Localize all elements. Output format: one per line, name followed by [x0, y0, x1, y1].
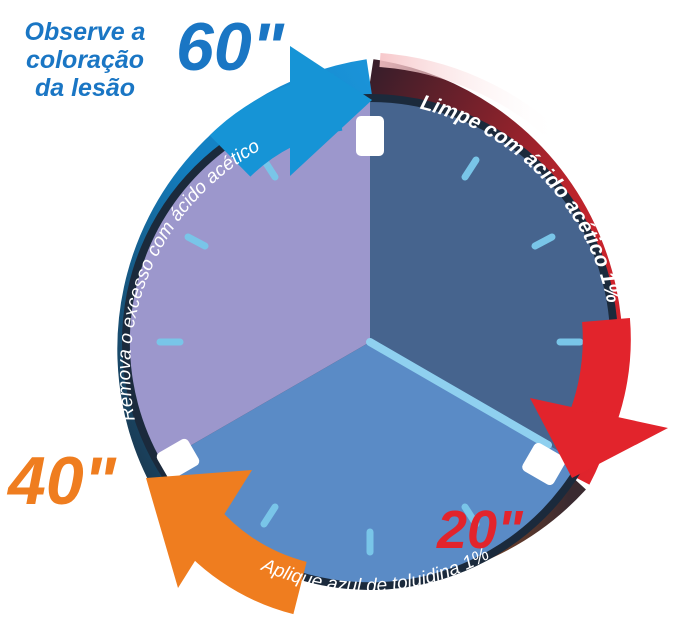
tick-mark [531, 233, 556, 250]
marker-20 [522, 442, 566, 486]
arrow-blue [209, 46, 372, 178]
arrow-blue-head [290, 46, 372, 176]
clock-ticks [156, 156, 584, 556]
arrow-orange [146, 470, 308, 615]
observe-note-line-2: coloração [25, 46, 145, 74]
observe-note: Observe a coloração da lesão [10, 18, 160, 102]
arrow-red [530, 317, 668, 478]
tick-mark [184, 233, 209, 250]
tick-mark [461, 156, 480, 181]
arrow-orange-head [146, 470, 252, 588]
marker-40 [156, 438, 200, 480]
observe-note-line-3: da lesão [34, 74, 136, 102]
arrow-red-head [530, 398, 668, 478]
time-20: 20" [436, 500, 524, 560]
sector-blue-step [129, 101, 370, 462]
time-60: 60" [176, 9, 285, 85]
ring-markers [156, 116, 566, 486]
tick-mark [260, 503, 279, 528]
marker-60 [356, 116, 384, 156]
time-40: 40" [6, 443, 117, 519]
ring-segment-red-fade [379, 53, 565, 146]
clock-hand [366, 338, 552, 449]
sector-red-step [370, 101, 611, 463]
observe-note-line-1: Observe a [24, 18, 146, 46]
tick-mark [461, 503, 480, 528]
